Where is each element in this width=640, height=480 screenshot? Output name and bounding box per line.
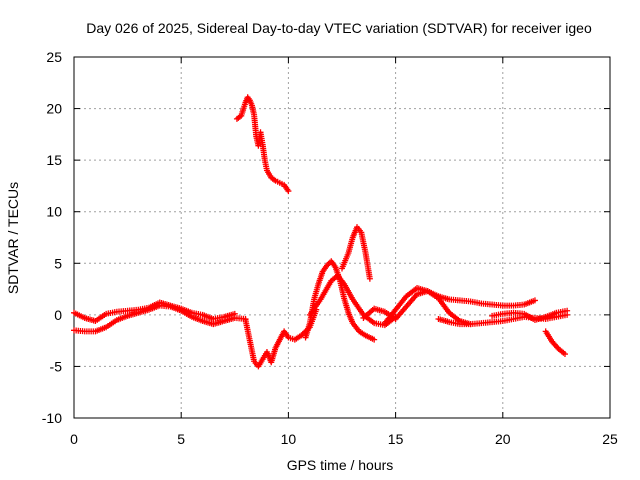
x-tick-label: 5: [177, 431, 185, 447]
chart-title: Day 026 of 2025, Sidereal Day-to-day VTE…: [86, 20, 592, 36]
y-tick-label: 0: [54, 307, 62, 323]
plot-frame: [73, 56, 611, 419]
series-arc-03: [242, 306, 320, 370]
data-point: [285, 188, 292, 195]
x-tick-label: 10: [281, 431, 297, 447]
y-tick-label: 15: [46, 152, 62, 168]
series-arc-12: [542, 328, 568, 358]
axis-ticks: 0 5 10 15 20 25 -10 -5 0 5 10 15 20 25: [42, 49, 618, 447]
y-tick-label: 20: [46, 101, 62, 117]
y-tick-label: 25: [46, 49, 62, 65]
x-tick-label: 0: [70, 431, 78, 447]
y-tick-label: -5: [50, 358, 63, 374]
grid-lines: [74, 57, 610, 418]
y-tick-label: -10: [42, 410, 62, 426]
series-arc-11: [489, 307, 571, 324]
y-axis-label: SDTVAR / TECUs: [5, 182, 21, 294]
x-tick-label: 20: [495, 431, 511, 447]
data-point: [366, 275, 373, 282]
data-point: [564, 307, 571, 314]
x-tick-label: 25: [602, 431, 618, 447]
series-arc-08: [360, 288, 474, 328]
series-arc-05: [302, 258, 378, 343]
data-point: [561, 351, 568, 358]
y-tick-label: 5: [54, 255, 62, 271]
data-point: [531, 297, 538, 304]
series-arc-02: [71, 299, 238, 325]
x-axis-label: GPS time / hours: [287, 457, 394, 473]
series-arc-04: [233, 94, 292, 195]
data-points: [71, 94, 571, 370]
y-tick-label: 10: [46, 204, 62, 220]
series-arc-06: [306, 272, 399, 329]
x-tick-label: 15: [388, 431, 404, 447]
series-arc-07: [339, 224, 373, 282]
data-point: [231, 310, 238, 317]
data-point: [371, 336, 378, 343]
series-arc-09: [381, 285, 538, 327]
